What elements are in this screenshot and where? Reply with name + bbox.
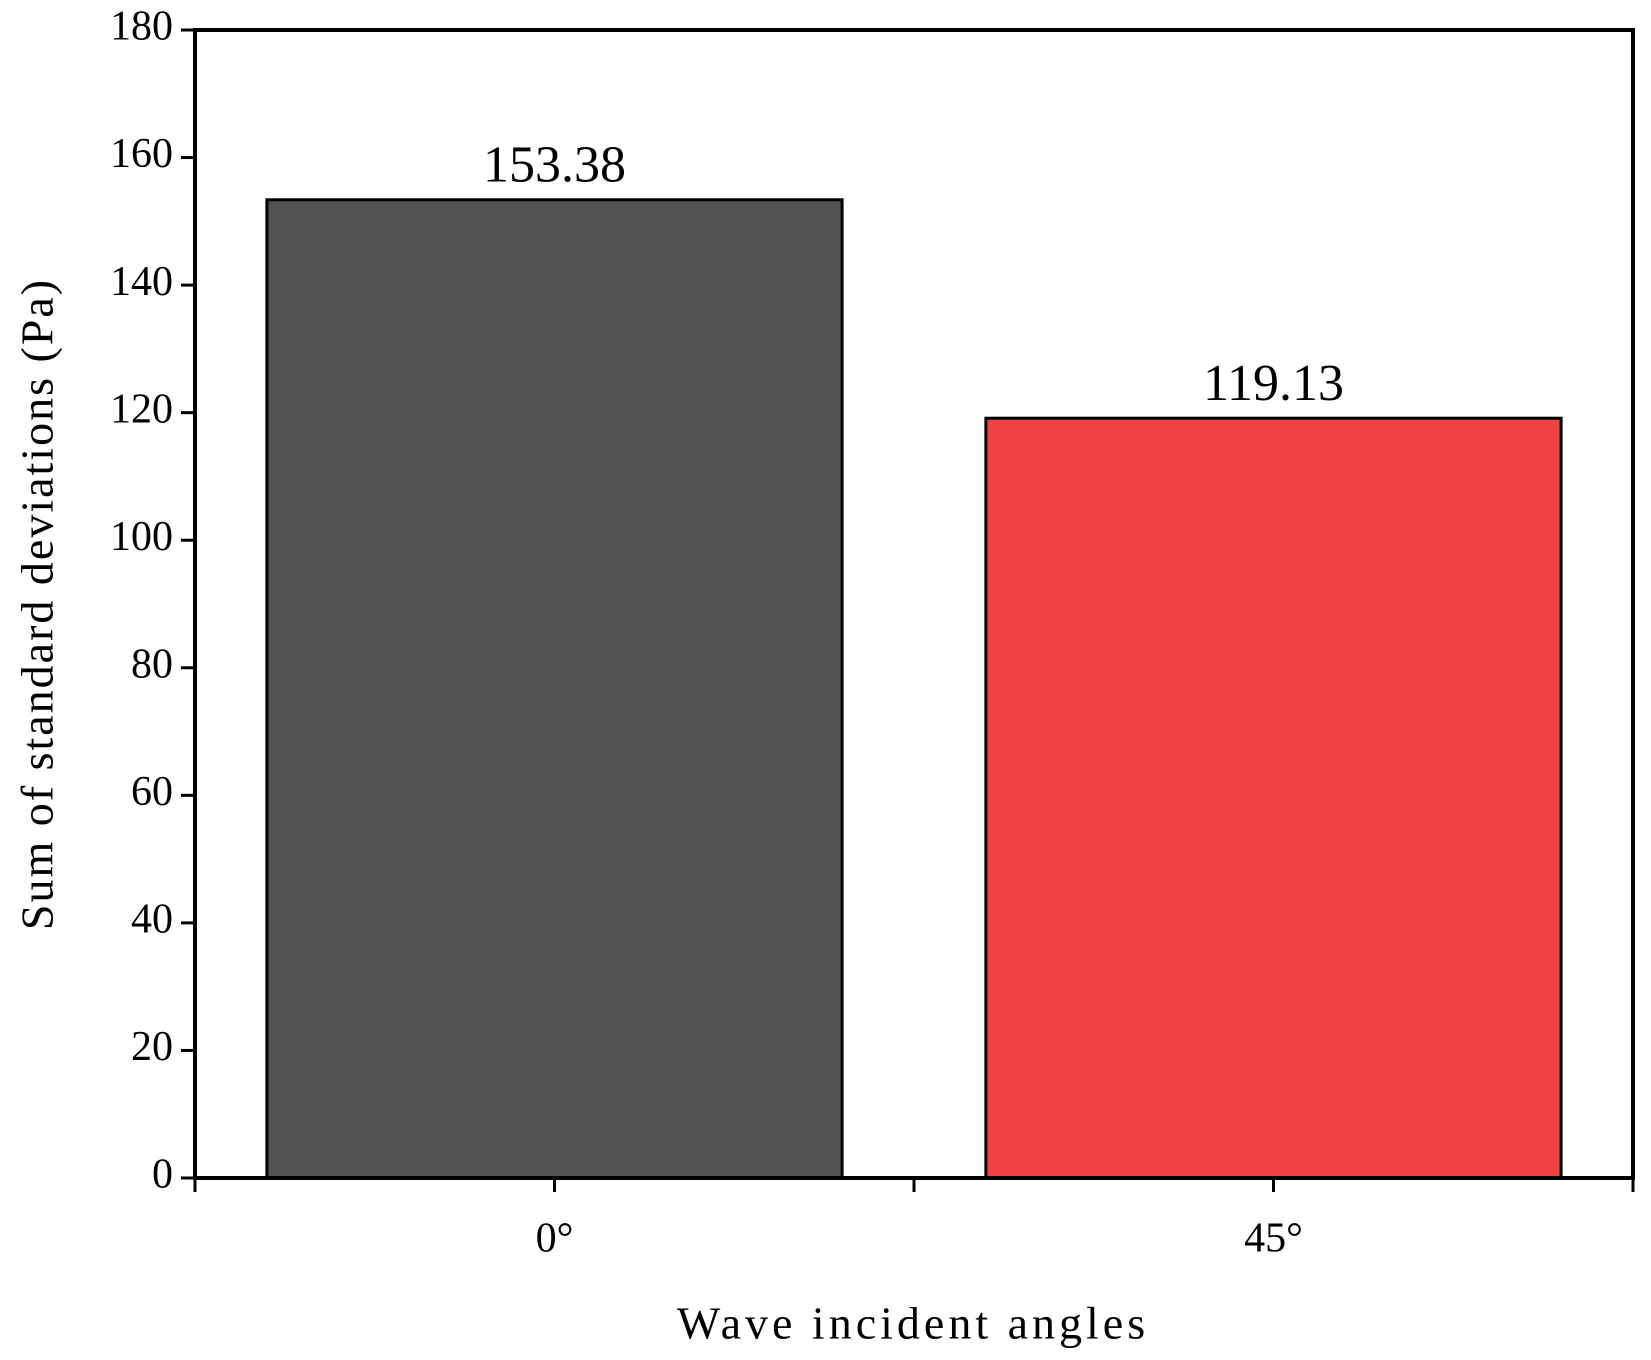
x-axis-title: Wave incident angles xyxy=(677,1298,1149,1349)
y-tick-label: 0 xyxy=(152,1152,173,1198)
y-tick-label: 180 xyxy=(110,4,173,50)
y-tick-label: 60 xyxy=(131,769,173,815)
y-tick-label: 80 xyxy=(131,641,173,687)
y-tick-label: 20 xyxy=(131,1024,173,1070)
bar xyxy=(984,416,1563,1180)
y-tick-label: 100 xyxy=(110,514,173,560)
y-tick-label: 160 xyxy=(110,131,173,177)
y-axis-title: Sum of standard deviations (Pa) xyxy=(12,278,63,930)
y-tick-label: 40 xyxy=(131,897,173,943)
y-tick-label: 120 xyxy=(110,386,173,432)
x-tick-label: 0° xyxy=(536,1216,574,1262)
y-tick-label: 140 xyxy=(110,259,173,305)
x-tick-label: 45° xyxy=(1244,1216,1303,1262)
value-label: 153.38 xyxy=(483,137,626,194)
value-label: 119.13 xyxy=(1203,355,1344,412)
bar xyxy=(265,198,844,1180)
plot-frame xyxy=(193,28,1635,1180)
